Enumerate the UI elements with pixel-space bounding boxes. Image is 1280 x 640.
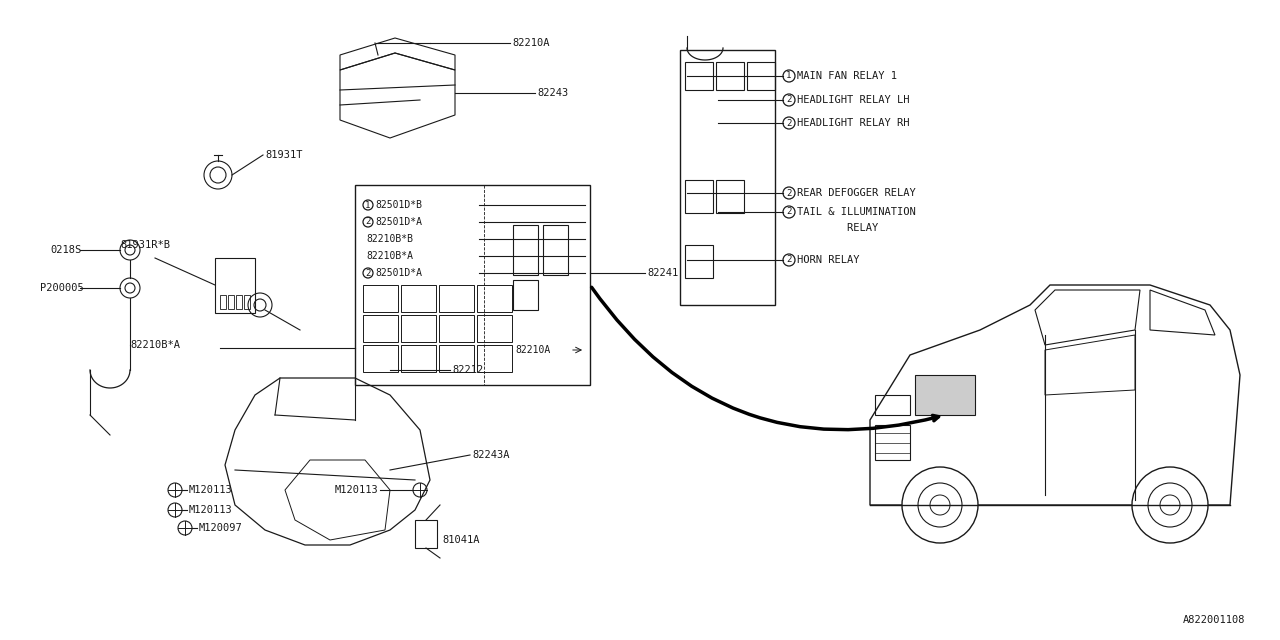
Bar	[439, 285, 474, 312]
Bar	[477, 285, 512, 312]
Bar	[415, 520, 436, 548]
Circle shape	[902, 467, 978, 543]
Text: M120113: M120113	[189, 505, 233, 515]
Text: 82210A: 82210A	[512, 38, 549, 48]
Text: 82210B*A: 82210B*A	[366, 251, 413, 261]
Text: 2: 2	[786, 118, 792, 127]
Bar	[364, 285, 398, 312]
Text: 82210A: 82210A	[515, 345, 550, 355]
Bar	[401, 345, 436, 372]
Bar	[915, 375, 975, 415]
Bar	[748, 62, 774, 90]
Text: 82210B*A: 82210B*A	[131, 340, 180, 350]
Text: TAIL & ILLUMINATION: TAIL & ILLUMINATION	[797, 207, 915, 217]
Bar	[680, 50, 774, 305]
Text: M120097: M120097	[198, 523, 243, 533]
Bar	[716, 62, 744, 90]
Text: 81041A: 81041A	[442, 535, 480, 545]
Text: 82210B*B: 82210B*B	[366, 234, 413, 244]
Bar	[401, 315, 436, 342]
Text: 82501D*B: 82501D*B	[375, 200, 422, 210]
Text: M120113: M120113	[334, 485, 378, 495]
Text: 82243: 82243	[538, 88, 568, 98]
Text: HEADLIGHT RELAY RH: HEADLIGHT RELAY RH	[797, 118, 910, 128]
Text: 82501D*A: 82501D*A	[375, 268, 422, 278]
Bar	[543, 225, 568, 275]
Bar	[685, 62, 713, 90]
Text: 2: 2	[786, 95, 792, 104]
Bar	[716, 180, 744, 213]
Bar	[876, 425, 910, 460]
Text: 82212: 82212	[452, 365, 484, 375]
Bar	[236, 295, 242, 309]
Text: 2: 2	[786, 189, 792, 198]
Text: 82241: 82241	[646, 268, 678, 278]
Text: REAR DEFOGGER RELAY: REAR DEFOGGER RELAY	[797, 188, 915, 198]
Bar	[364, 345, 398, 372]
Bar	[477, 345, 512, 372]
Text: 1: 1	[786, 72, 792, 81]
Bar	[685, 180, 713, 213]
Text: RELAY: RELAY	[797, 223, 878, 233]
Bar	[685, 245, 713, 278]
Bar	[513, 280, 538, 310]
Bar	[244, 295, 250, 309]
Bar	[513, 225, 538, 275]
Bar	[439, 345, 474, 372]
Text: 2: 2	[365, 269, 371, 278]
Text: 82501D*A: 82501D*A	[375, 217, 422, 227]
Bar	[220, 295, 227, 309]
Bar	[401, 285, 436, 312]
Bar	[364, 315, 398, 342]
Text: 1: 1	[365, 200, 371, 209]
Text: P200005: P200005	[40, 283, 83, 293]
Circle shape	[1132, 467, 1208, 543]
Bar	[355, 185, 590, 385]
Bar	[215, 258, 255, 313]
Text: A822001108: A822001108	[1183, 615, 1245, 625]
Text: 2: 2	[786, 255, 792, 264]
Text: M120113: M120113	[189, 485, 233, 495]
Bar	[477, 315, 512, 342]
Bar	[439, 315, 474, 342]
Text: MAIN FAN RELAY 1: MAIN FAN RELAY 1	[797, 71, 897, 81]
Text: 81931R*B: 81931R*B	[120, 240, 170, 250]
Bar	[876, 395, 910, 415]
Text: HEADLIGHT RELAY LH: HEADLIGHT RELAY LH	[797, 95, 910, 105]
Text: 2: 2	[786, 207, 792, 216]
Bar	[228, 295, 234, 309]
Text: HORN RELAY: HORN RELAY	[797, 255, 859, 265]
Text: 0218S: 0218S	[50, 245, 81, 255]
Text: 82243A: 82243A	[472, 450, 509, 460]
Text: 2: 2	[365, 218, 371, 227]
Text: 81931T: 81931T	[265, 150, 302, 160]
